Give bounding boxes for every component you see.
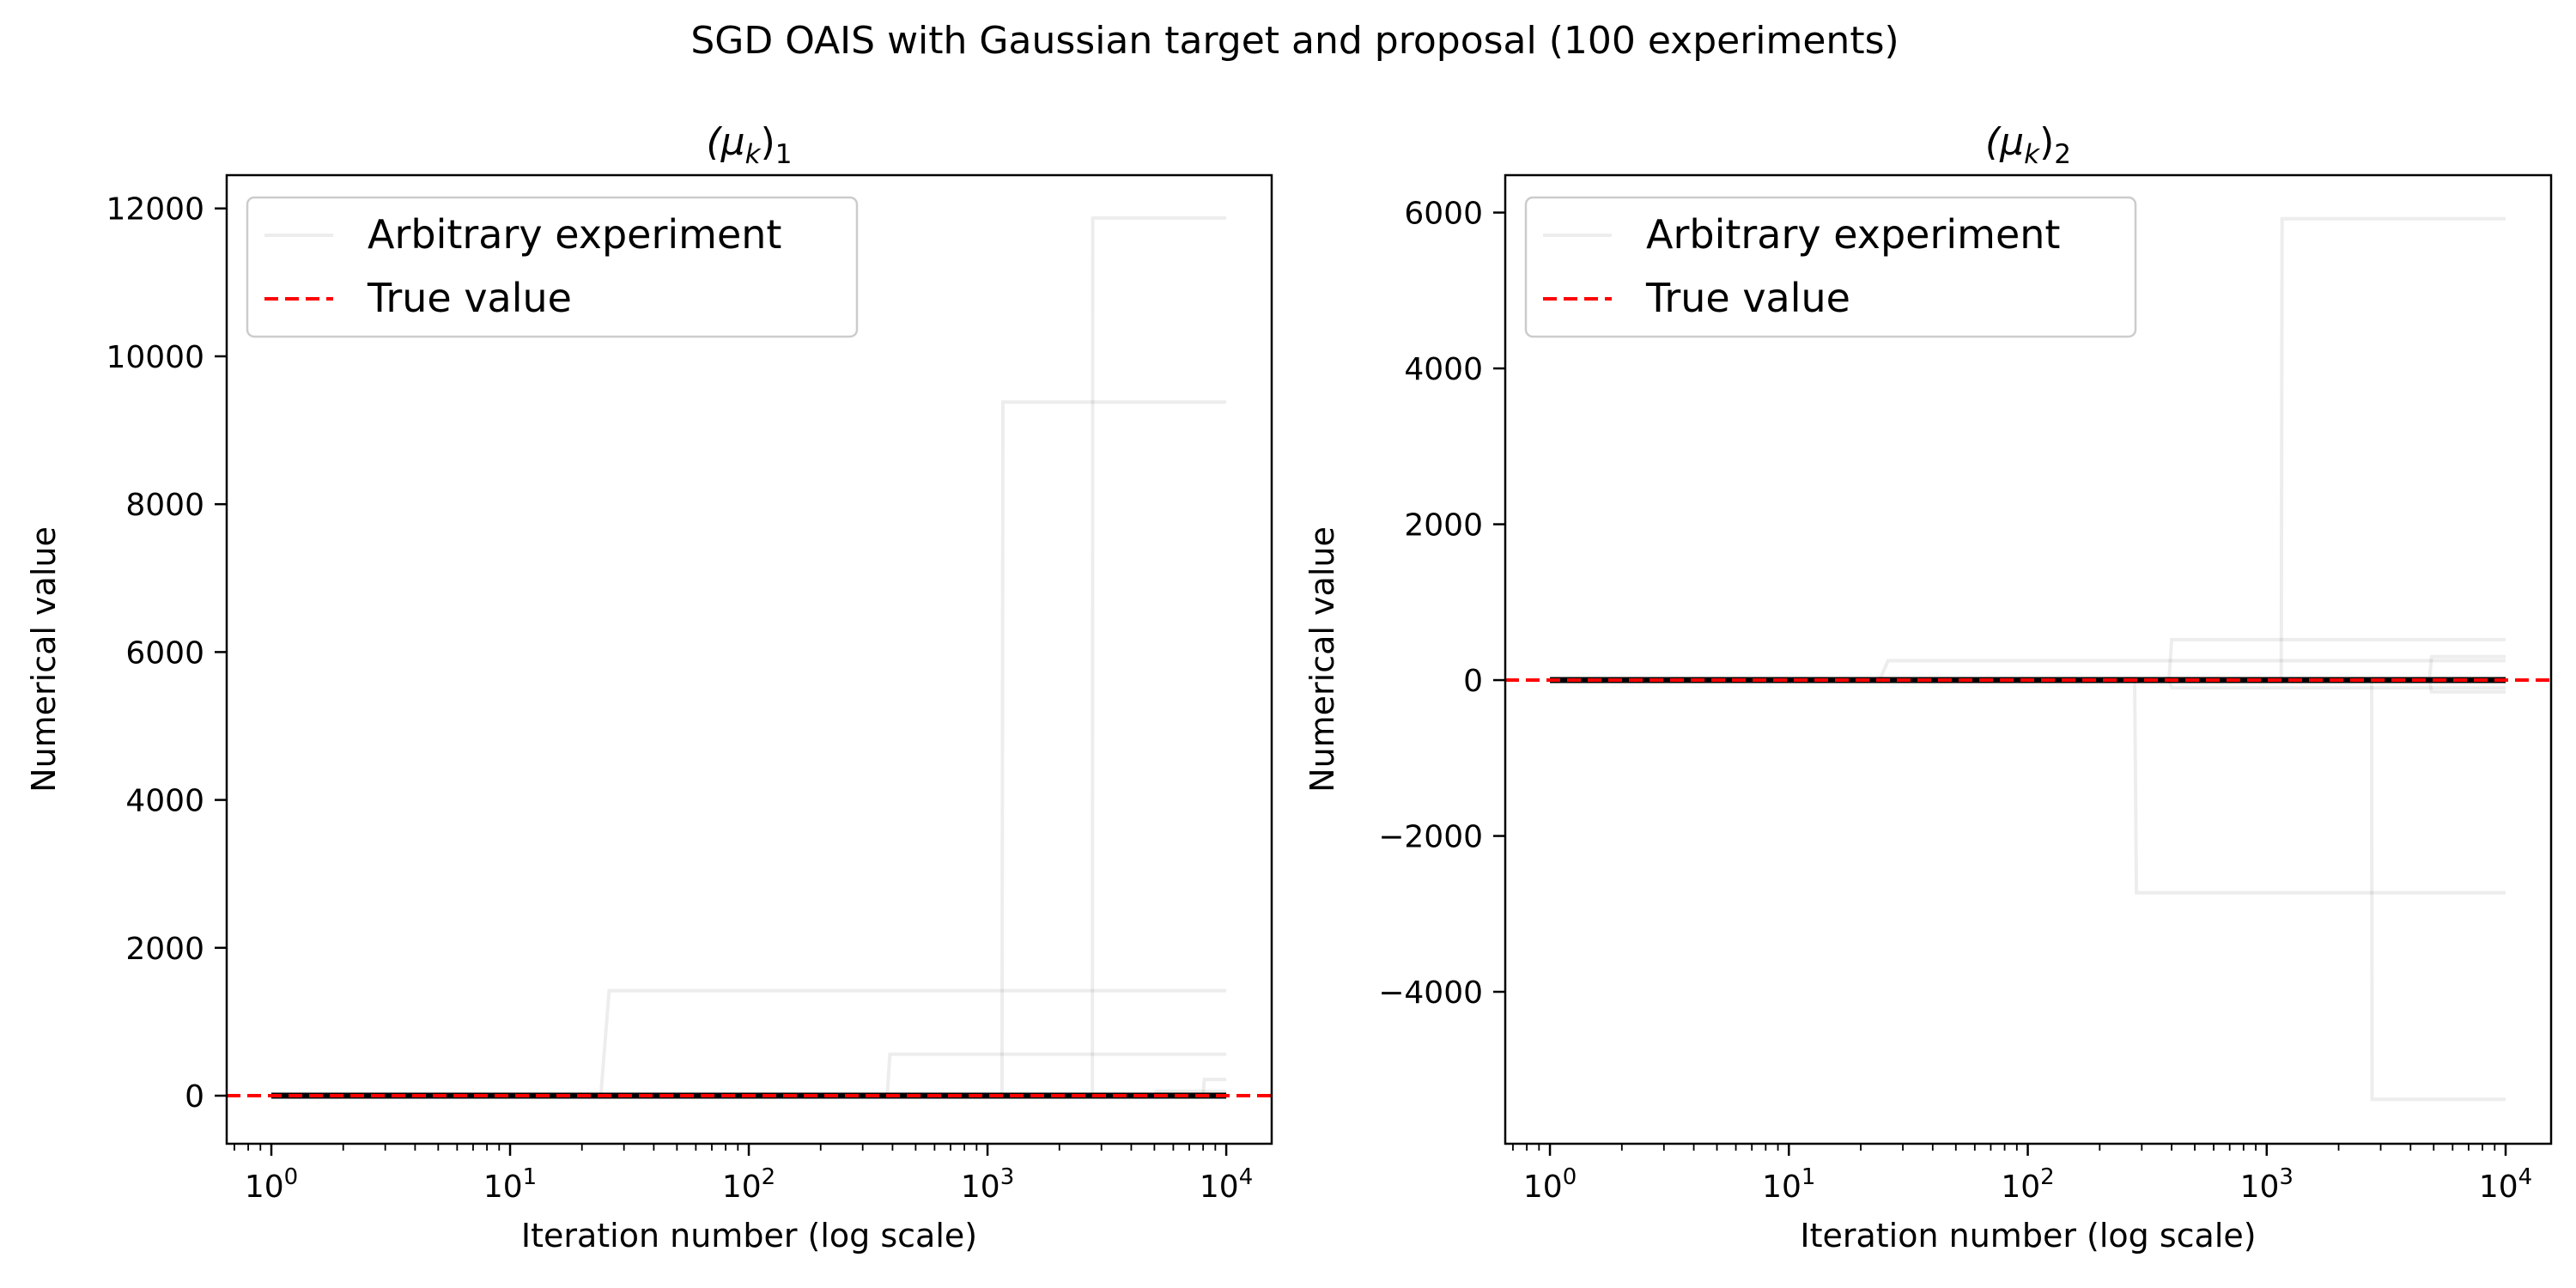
y-tick-label: 12000 <box>106 192 204 228</box>
legend: Arbitrary experiment True value <box>1524 196 2137 338</box>
legend-label-true-value: True value <box>1645 275 1850 321</box>
x-tick-label: 101 <box>1762 1164 1815 1205</box>
y-tick-label: −4000 <box>1378 975 1483 1011</box>
y-tick-label: 4000 <box>125 784 204 819</box>
x-tick-label: 102 <box>722 1164 775 1205</box>
plot-area <box>227 216 1272 1099</box>
chart-panel-2: 100 101 102 103 104 −4000 −2000 0 2000 4000 6000 It… <box>1303 120 2553 1255</box>
x-axis-label: Iteration number (log scale) <box>521 1217 977 1255</box>
legend: Arbitrary experiment True value <box>246 196 859 338</box>
x-tick-label: 100 <box>245 1164 298 1205</box>
figure-suptitle: SGD OAIS with Gaussian target and propos… <box>690 19 1899 63</box>
legend-label-experiment: Arbitrary experiment <box>368 211 781 258</box>
x-tick-label: 104 <box>2479 1164 2532 1205</box>
y-tick-label: 8000 <box>125 488 204 523</box>
y-tick-label: 0 <box>185 1079 204 1115</box>
legend-label-true-value: True value <box>367 275 572 321</box>
legend-label-experiment: Arbitrary experiment <box>1646 211 2060 258</box>
x-tick-label: 103 <box>961 1164 1014 1205</box>
legend-frame <box>1524 196 2137 338</box>
x-tick-label: 101 <box>483 1164 537 1205</box>
chart-title: (μk)2 <box>1985 120 2071 170</box>
x-tick-label: 103 <box>2240 1164 2293 1205</box>
x-tick-label: 100 <box>1523 1164 1577 1205</box>
y-tick-label: 2000 <box>125 932 204 967</box>
y-axis-label: Numerical value <box>1303 526 1341 793</box>
x-axis-label: Iteration number (log scale) <box>1800 1217 2256 1255</box>
chart-title: (μk)1 <box>706 120 792 170</box>
y-tick-label: 2000 <box>1404 508 1483 544</box>
y-tick-label: 6000 <box>125 635 204 671</box>
x-tick-label: 104 <box>1200 1164 1253 1205</box>
y-axis-label: Numerical value <box>25 526 63 793</box>
plot-area <box>1505 216 2551 1102</box>
y-tick-label: −2000 <box>1378 820 1483 855</box>
legend-frame <box>246 196 859 338</box>
y-tick-label: 4000 <box>1404 352 1483 387</box>
x-tick-label: 102 <box>2001 1164 2054 1205</box>
chart-panel-1: 100 101 102 103 104 0 2000 4000 6000 8000 10000 120… <box>25 120 1273 1255</box>
y-tick-label: 0 <box>1463 664 1483 699</box>
y-tick-label: 6000 <box>1404 197 1483 232</box>
y-tick-label: 10000 <box>106 340 204 375</box>
